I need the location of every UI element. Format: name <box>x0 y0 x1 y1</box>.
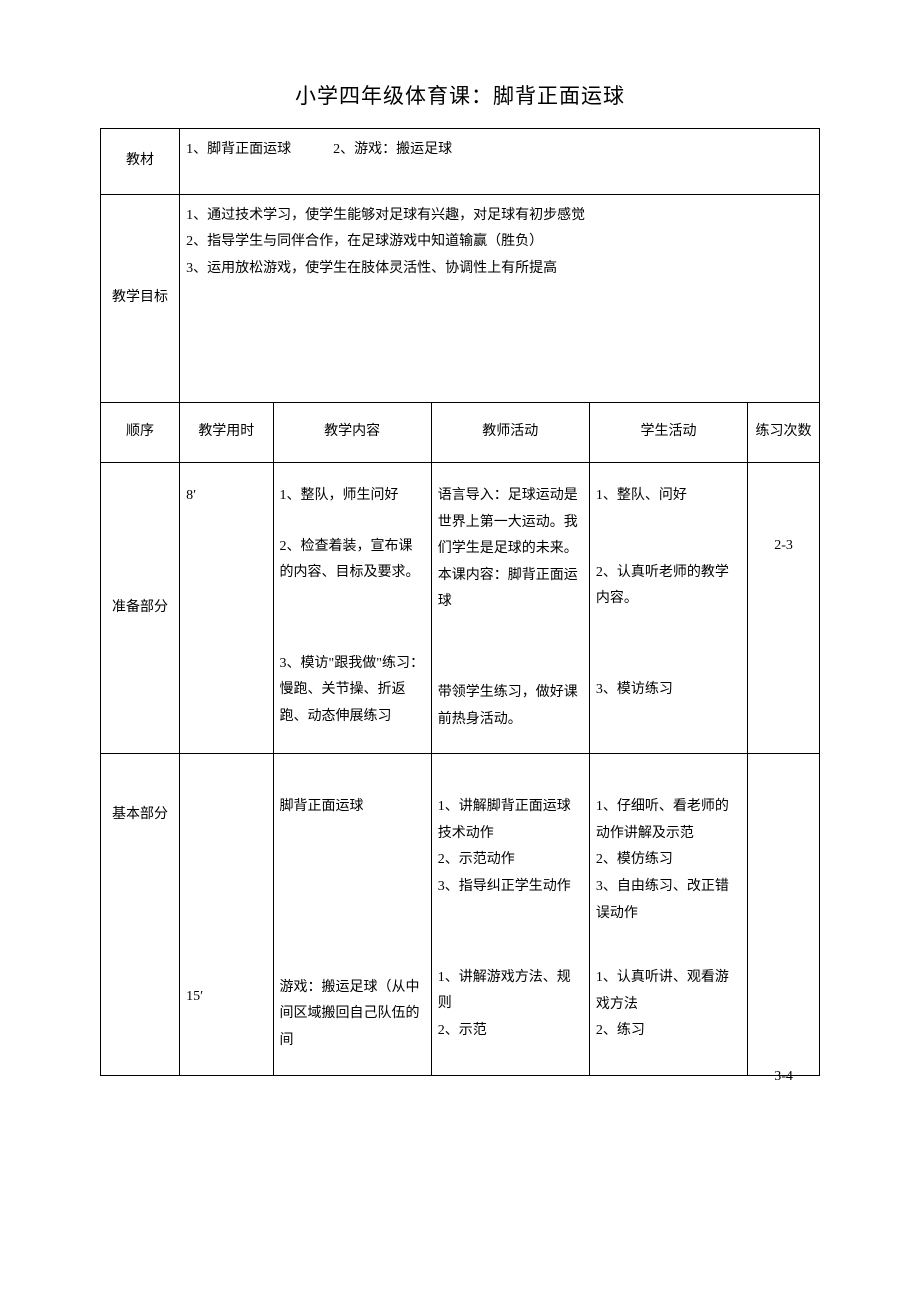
table-row-jiaocai: 教材 1、脚背正面运球 2、游戏：搬运足球 <box>101 129 820 195</box>
xuesheng-item: 1、认真听讲、观看游戏方法 <box>596 965 741 1018</box>
xuesheng-item: 3、模访练习 <box>596 677 741 704</box>
cell-zhunbei-count: 2-3 <box>748 462 820 753</box>
jiben-count-text: 3-4 <box>748 1064 819 1091</box>
mubiao-line: 1、通过技术学习，使学生能够对足球有兴趣，对足球有初步感觉 <box>186 203 813 230</box>
neirong-item: 游戏：搬运足球（从中间区域搬回自己队伍的间 <box>280 975 425 1055</box>
cell-zhunbei-jiaoshi: 语言导入：足球运动是世界上第一大运动。我们学生是足球的未来。本课内容：脚背正面运… <box>431 462 589 753</box>
neirong-item: 脚背正面运球 <box>280 794 425 821</box>
cell-jiben-jiaoshi: 1、讲解脚背正面运球技术动作 2、示范动作 3、指导纠正学生动作 1、讲解游戏方… <box>431 754 589 1075</box>
neirong-item: 3、模访"跟我做"练习：慢跑、关节操、折返跑、动态伸展练习 <box>280 651 425 731</box>
cell-jiaocai-content: 1、脚背正面运球 2、游戏：搬运足球 <box>180 129 820 195</box>
cell-jiben-count: 3-4 <box>748 754 820 1075</box>
jiaoshi-item: 1、讲解游戏方法、规则 <box>438 965 583 1018</box>
lesson-plan-table: 教材 1、脚背正面运球 2、游戏：搬运足球 教学目标 1、通过技术学习，使学生能… <box>100 128 820 1076</box>
header-neirong: 教学内容 <box>273 403 431 463</box>
table-row-jiben: 基本部分 15′ 脚背正面运球 游戏：搬运足球（从中间区域搬回自己队伍的间 1、… <box>101 754 820 1075</box>
cell-zhunbei-xuesheng: 1、整队、问好 2、认真听老师的教学内容。 3、模访练习 <box>589 462 747 753</box>
jiaoshi-item: 语言导入：足球运动是世界上第一大运动。我们学生是足球的未来。本课内容：脚背正面运… <box>438 483 583 616</box>
header-xuesheng: 学生活动 <box>589 403 747 463</box>
neirong-item: 1、整队，师生问好 <box>280 483 425 510</box>
jiaoshi-item: 3、指导纠正学生动作 <box>438 874 583 901</box>
cell-jiben-xuesheng: 1、仔细听、看老师的动作讲解及示范 2、模仿练习 3、自由练习、改正错误动作 1… <box>589 754 747 1075</box>
header-jiaoshi: 教师活动 <box>431 403 589 463</box>
header-cishu: 练习次数 <box>748 403 820 463</box>
cell-zhunbei-time: 8′ <box>180 462 273 753</box>
xuesheng-item: 2、模仿练习 <box>596 847 741 874</box>
header-shunxu: 顺序 <box>101 403 180 463</box>
label-jiaocai: 教材 <box>101 129 180 195</box>
label-zhunbei: 准备部分 <box>101 462 180 753</box>
xuesheng-item: 2、认真听老师的教学内容。 <box>596 560 741 613</box>
xuesheng-item: 1、整队、问好 <box>596 483 741 510</box>
neirong-item: 2、检查着装，宣布课的内容、目标及要求。 <box>280 534 425 587</box>
label-jiben: 基本部分 <box>101 754 180 1075</box>
mubiao-line: 3、运用放松游戏，使学生在肢体灵活性、协调性上有所提高 <box>186 256 813 283</box>
header-yongshi: 教学用时 <box>180 403 273 463</box>
jiaoshi-item: 2、示范 <box>438 1018 583 1045</box>
jiaoshi-item: 带领学生练习，做好课前热身活动。 <box>438 680 583 733</box>
label-mubiao: 教学目标 <box>101 194 180 403</box>
cell-jiben-time: 15′ <box>180 754 273 1075</box>
xuesheng-item: 1、仔细听、看老师的动作讲解及示范 <box>596 794 741 847</box>
cell-jiben-neirong: 脚背正面运球 游戏：搬运足球（从中间区域搬回自己队伍的间 <box>273 754 431 1075</box>
page-title: 小学四年级体育课：脚背正面运球 <box>100 80 820 110</box>
jiaoshi-item: 2、示范动作 <box>438 847 583 874</box>
table-row-zhunbei: 准备部分 8′ 1、整队，师生问好 2、检查着装，宣布课的内容、目标及要求。 3… <box>101 462 820 753</box>
table-row-headers: 顺序 教学用时 教学内容 教师活动 学生活动 练习次数 <box>101 403 820 463</box>
mubiao-line: 2、指导学生与同伴合作，在足球游戏中知道输赢（胜负） <box>186 229 813 256</box>
xuesheng-item: 2、练习 <box>596 1018 741 1045</box>
jiben-time-text: 15′ <box>186 984 203 1011</box>
jiaoshi-item: 1、讲解脚背正面运球技术动作 <box>438 794 583 847</box>
cell-mubiao-content: 1、通过技术学习，使学生能够对足球有兴趣，对足球有初步感觉 2、指导学生与同伴合… <box>180 194 820 403</box>
cell-zhunbei-neirong: 1、整队，师生问好 2、检查着装，宣布课的内容、目标及要求。 3、模访"跟我做"… <box>273 462 431 753</box>
table-row-mubiao: 教学目标 1、通过技术学习，使学生能够对足球有兴趣，对足球有初步感觉 2、指导学… <box>101 194 820 403</box>
xuesheng-item: 3、自由练习、改正错误动作 <box>596 874 741 927</box>
